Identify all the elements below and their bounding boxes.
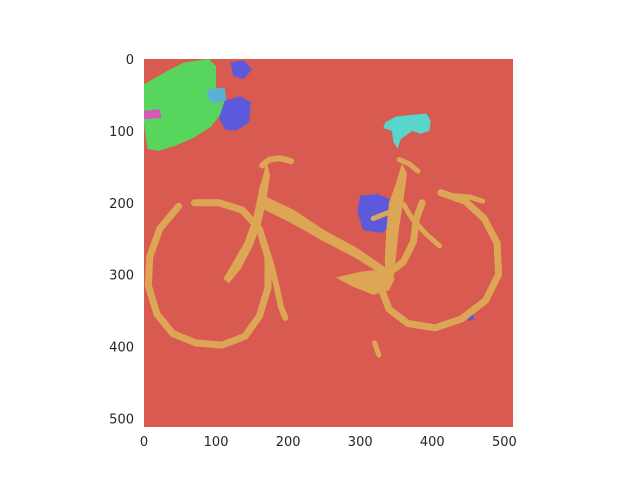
segment-foliage-0 [144,59,225,151]
y-axis: 0 100 200 300 400 500 [109,53,134,427]
segment-layer [144,59,503,358]
segment-bicycle-stroke-5 [396,157,421,174]
segment-bicycle-8 [223,161,271,284]
segment-bicycle-stroke-3 [401,201,442,249]
segment-bicycle-stroke-7 [372,340,382,358]
x-axis: 0 100 200 300 400 500 [140,435,517,450]
x-tick-label: 100 [204,435,229,450]
segment-bicycle-stroke-4 [259,155,294,169]
segment-bicycle-stroke-6 [451,193,486,204]
y-tick-label: 200 [109,197,134,212]
y-tick-label: 100 [109,125,134,140]
segment-blue-5 [230,60,253,80]
x-tick-label: 300 [348,435,373,450]
y-tick-label: 500 [109,412,134,427]
x-tick-label: 0 [140,435,148,450]
x-tick-label: 200 [276,435,301,450]
segment-bicycle-stroke-0 [144,199,272,349]
x-tick-label: 400 [420,435,445,450]
segment-bicycle-10 [259,195,388,277]
segment-bicycle-9 [384,163,408,287]
segment-blue-4 [219,96,251,131]
y-tick-label: 400 [109,341,134,356]
x-tick-label: 500 [492,435,517,450]
segment-bicycle-stroke-1 [378,189,503,332]
segment-teal-2 [207,87,227,104]
segment-magenta-3 [144,109,162,120]
y-tick-label: 0 [126,53,134,68]
segment-bicycle-stroke-2 [259,235,289,321]
segment-cyan-1 [383,113,431,149]
y-tick-label: 300 [109,269,134,284]
segment-bicycle-stroke-8 [370,210,391,222]
segmentation-image [144,59,513,427]
